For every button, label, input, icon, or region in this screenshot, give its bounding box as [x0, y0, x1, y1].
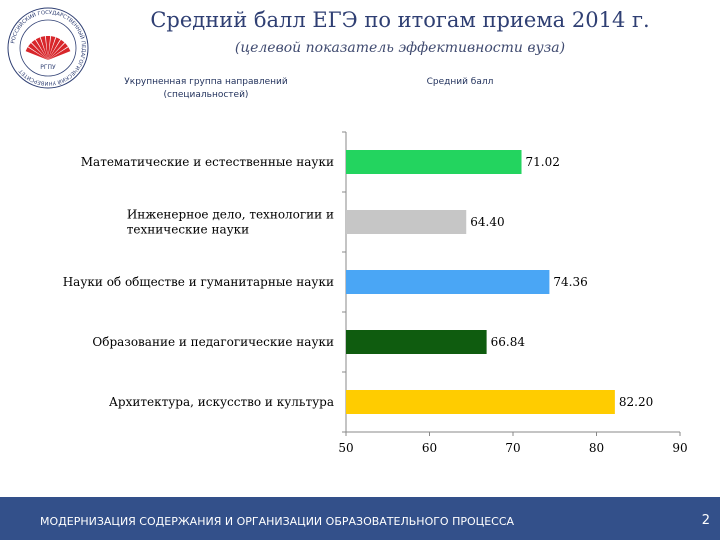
- x-tick-label: 60: [422, 441, 437, 455]
- page-subtitle: (целевой показатель эффективности вуза): [234, 40, 566, 56]
- footer-bar: МОДЕРНИЗАЦИЯ СОДЕРЖАНИЯ И ОРГАНИЗАЦИИ ОБ…: [0, 497, 720, 540]
- bar: [346, 210, 467, 234]
- category-label: Инженерное дело, технологии и: [127, 208, 334, 222]
- category-label: Науки об обществе и гуманитарные науки: [63, 275, 334, 289]
- university-logo: РОССИЙСКИЙ ГОСУДАРСТВЕННЫЙ ПЕДАГОГИЧЕСКИ…: [7, 7, 89, 89]
- bar-chart: 50 60 70 80 90 71.02 Математические и естестве…: [63, 131, 688, 455]
- x-tick-label: 80: [589, 441, 604, 455]
- logo-ray: [31, 39, 48, 60]
- x-tick-label: 50: [338, 441, 353, 455]
- page-number: 2: [701, 513, 710, 528]
- logo-ray: [45, 36, 51, 60]
- logo-ray: [48, 47, 71, 60]
- category-label: технические науки: [127, 223, 249, 237]
- bar-value-label: 64.40: [470, 215, 504, 229]
- bar: [346, 270, 550, 294]
- bar: [346, 150, 522, 174]
- logo-ray: [48, 36, 56, 60]
- category-label: Архитектура, искусство и культура: [109, 395, 334, 409]
- bar-value-label: 82.20: [619, 395, 653, 409]
- logo-abbr: РГПУ: [40, 64, 56, 71]
- logo-ray: [25, 47, 48, 60]
- bar: [346, 390, 615, 414]
- bar: [346, 330, 487, 354]
- category-label: Математические и естественные науки: [81, 155, 334, 169]
- category-label: Образование и педагогические науки: [92, 335, 334, 349]
- logo-ray: [48, 37, 61, 60]
- page-title: Средний балл ЕГЭ по итогам приема 2014 г…: [150, 8, 650, 32]
- logo-ray: [35, 37, 48, 60]
- bar-value-label: 71.02: [526, 155, 560, 169]
- logo-ray: [48, 43, 68, 60]
- x-tick-label: 90: [672, 441, 687, 455]
- value-column-label: Средний балл: [426, 77, 494, 87]
- footer-text: МОДЕРНИЗАЦИЯ СОДЕРЖАНИЯ И ОРГАНИЗАЦИИ ОБ…: [40, 515, 515, 528]
- bar-value-label: 74.36: [553, 275, 587, 289]
- category-column-label: Укрупненная группа направлений (специаль…: [124, 77, 288, 100]
- logo-ray: [40, 36, 48, 60]
- bar-value-label: 66.84: [491, 335, 526, 349]
- logo-ray: [28, 43, 48, 60]
- logo-ray: [48, 39, 65, 60]
- x-tick-label: 70: [505, 441, 520, 455]
